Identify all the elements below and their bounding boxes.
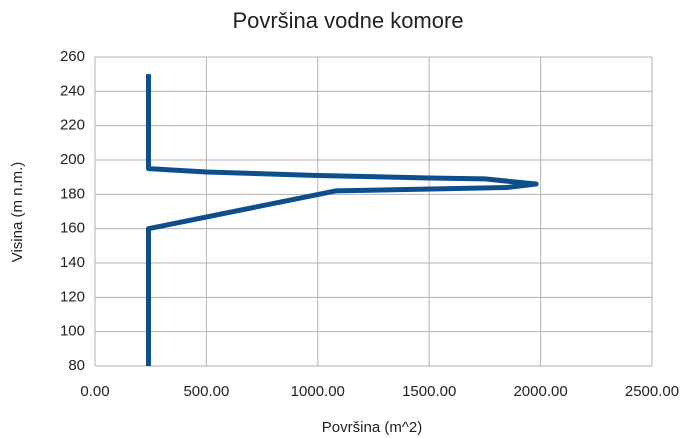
data-line [145, 74, 539, 366]
y-tick-label: 180 [60, 185, 85, 202]
x-tick-label: 1500.00 [402, 383, 456, 400]
x-tick-label: 500.00 [183, 383, 229, 400]
y-tick-label: 140 [60, 254, 85, 271]
x-tick-label: 2500.00 [625, 383, 679, 400]
y-tick-label: 260 [60, 48, 85, 65]
y-tick-label: 240 [60, 82, 85, 99]
y-tick-label: 220 [60, 117, 85, 134]
x-axis-label: Površina (m^2) [322, 419, 422, 436]
y-tick-label: 160 [60, 220, 85, 237]
y-axis-label: Visina (m n.m.) [9, 162, 26, 263]
y-tick-label: 100 [60, 323, 85, 340]
chart-title: Površina vodne komore [232, 8, 463, 33]
x-tick-label: 1000.00 [291, 383, 345, 400]
y-tick-label: 200 [60, 151, 85, 168]
x-tick-label: 0.00 [80, 383, 109, 400]
x-tick-label: 2000.00 [513, 383, 567, 400]
y-tick-label: 80 [68, 357, 85, 374]
y-tick-label: 120 [60, 288, 85, 305]
